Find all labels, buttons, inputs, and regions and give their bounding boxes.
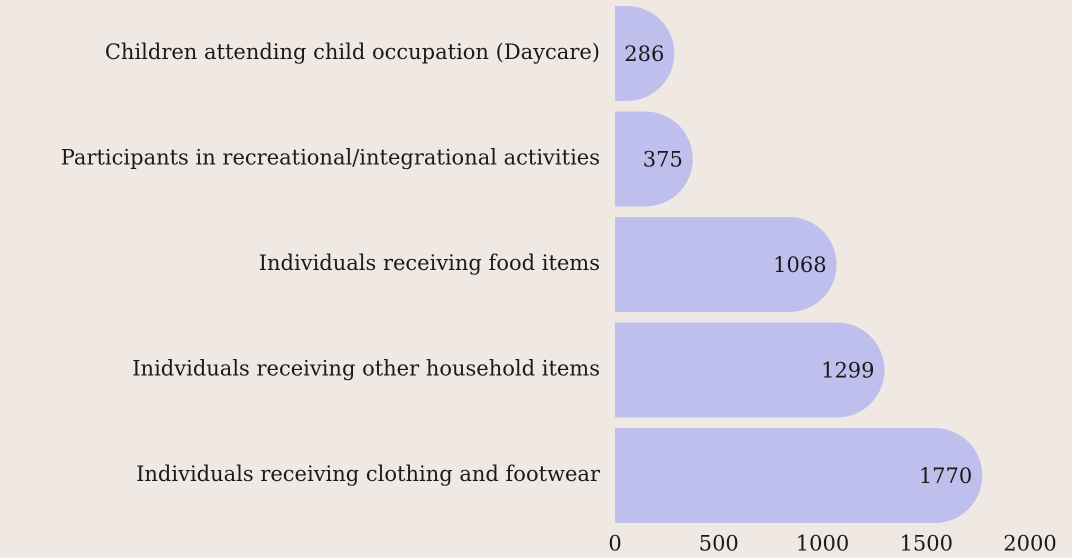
category-label: Participants in recreational/integration… <box>61 146 600 170</box>
bar <box>615 428 983 523</box>
x-tick-label: 1500 <box>900 532 953 556</box>
value-label: 286 <box>624 42 664 66</box>
bar <box>615 111 693 207</box>
value-label: 1770 <box>919 464 972 488</box>
value-label: 375 <box>643 148 683 172</box>
category-label: Children attending child occupation (Day… <box>105 40 600 64</box>
x-tick-label: 500 <box>699 532 739 556</box>
x-tick-label: 2000 <box>1003 532 1056 556</box>
bar <box>615 217 837 312</box>
bar <box>615 6 675 101</box>
x-tick-label: 0 <box>608 532 621 556</box>
bar <box>615 322 885 418</box>
value-label: 1068 <box>773 253 826 277</box>
x-tick-label: 1000 <box>796 532 849 556</box>
value-label: 1299 <box>821 359 874 383</box>
category-label: Inidviduals receiving other household it… <box>132 357 600 381</box>
category-label: Individuals receiving food items <box>259 251 600 275</box>
category-label: Individuals receiving clothing and footw… <box>136 462 601 486</box>
